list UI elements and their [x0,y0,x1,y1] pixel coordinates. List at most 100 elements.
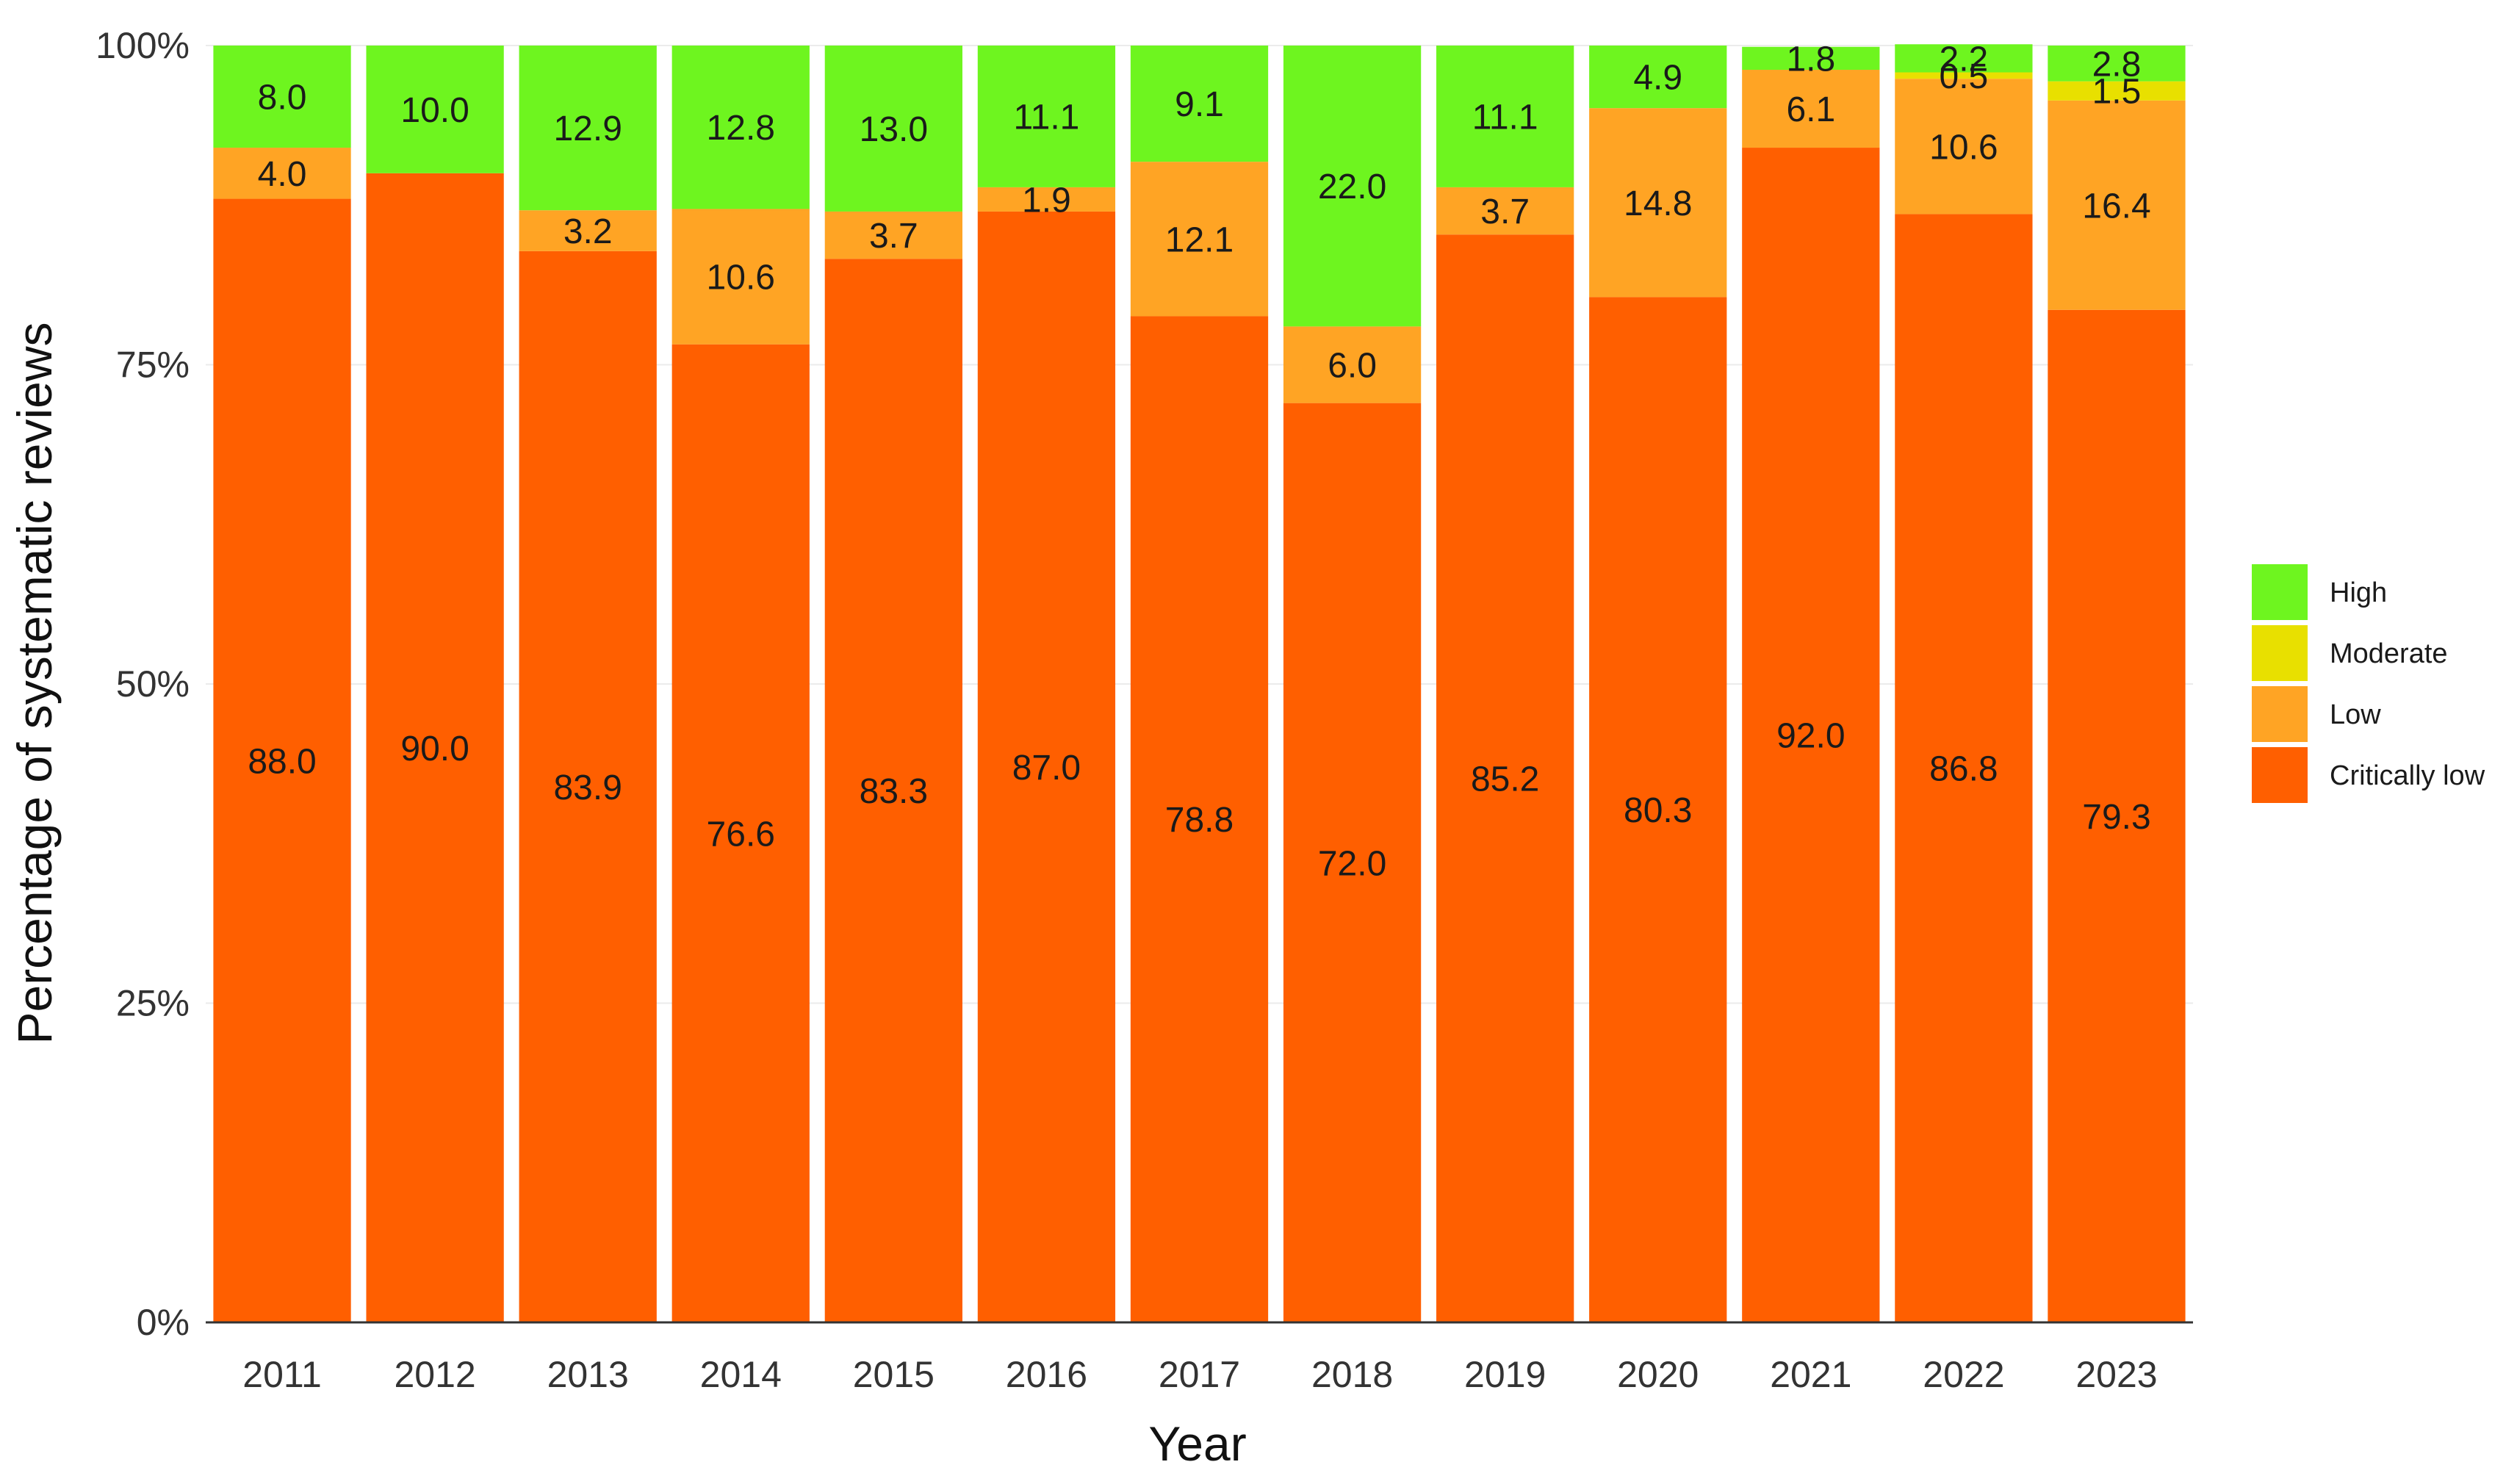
data-label: 3.2 [563,212,613,251]
bar-low [2048,100,2186,310]
data-label: 90.0 [400,730,469,768]
bar-high [977,46,1116,187]
data-label: 10.6 [1929,128,1998,167]
data-label: 1.9 [1022,181,1071,220]
bar-moderate [1895,72,2033,79]
bar-low [1589,108,1727,298]
bar-high [1742,46,1880,71]
bar-critically-low [1130,316,1269,1322]
data-label: 4.9 [1633,59,1682,98]
bar-critically-low [1895,214,2033,1322]
data-label: 92.0 [1776,717,1845,756]
data-label: 11.1 [1013,98,1079,137]
data-label: 87.0 [1012,749,1081,788]
bar-low [519,210,657,251]
legend: High Moderate Low Critically low [2252,564,2485,803]
x-axis: 2011 2012 2013 2014 2015 2016 2017 2018 2019 2020… [206,1321,2193,1395]
x-tick-label: 2019 [1464,1354,1546,1395]
bar-critically-low [977,211,1116,1323]
bar-critically-low [213,198,351,1322]
bar-low [824,211,962,259]
bar-critically-low [2048,309,2186,1322]
data-label: 22.0 [1318,168,1386,206]
bar-low [1742,70,1880,148]
bar-critically-low [1283,403,1422,1322]
data-label: 85.2 [1471,760,1539,799]
data-label: 80.3 [1624,791,1692,830]
bar-low [1895,79,2033,215]
data-label: 12.9 [553,109,622,148]
bar-critically-low [1436,234,1574,1322]
legend-swatch [2252,686,2308,742]
x-tick-label: 2023 [2075,1354,2157,1395]
bar-high [519,46,657,211]
y-axis: 0% 25% 50% 75% 100% [96,25,190,1343]
data-label: 11.1 [1472,98,1538,137]
data-label: 78.8 [1165,801,1234,840]
x-tick-label: 2015 [853,1354,935,1395]
y-tick-label: 75% [116,345,190,386]
data-label: 72.0 [1318,844,1386,883]
data-label: 8.0 [258,79,307,118]
bar-low [213,148,351,199]
bar-critically-low [366,173,504,1322]
bar-high [1895,44,2033,73]
bar-high [1283,46,1422,327]
y-tick-label: 50% [116,663,190,705]
data-label: 76.6 [707,815,775,854]
legend-label: Low [2330,699,2381,730]
bars [213,44,2186,1323]
bar-critically-low [824,259,962,1323]
data-label: 9.1 [1175,85,1224,124]
bar-high [366,46,504,173]
x-tick-label: 2016 [1006,1354,1087,1395]
x-tick-label: 2022 [1923,1354,2004,1395]
bar-labels: 88.0 4.0 8.0 90.0 10.0 83.9 3.2 12.9 76.6 10.6 12.… [248,40,2150,883]
data-label: 2.2 [1940,40,1989,79]
y-tick-label: 0% [137,1302,190,1343]
legend-label: High [2330,577,2387,608]
x-tick-label: 2014 [700,1354,782,1395]
data-label: 10.0 [400,91,469,130]
data-label: 83.3 [860,772,928,811]
y-tick-label: 25% [116,983,190,1024]
x-tick-label: 2013 [547,1354,629,1395]
bar-low [1283,326,1422,403]
data-label: 10.6 [707,259,775,298]
bar-low [977,187,1116,212]
bar-high [1130,46,1269,162]
data-label: 3.7 [869,217,918,256]
bar-critically-low [519,251,657,1322]
bar-critically-low [1742,148,1880,1322]
bar-high [1589,46,1727,109]
x-axis-title: Year [1148,1416,1246,1471]
x-tick-label: 2021 [1770,1354,1851,1395]
bar-low [1436,187,1574,235]
x-tick-label: 2017 [1159,1354,1240,1395]
data-label: 0.5 [1940,57,1989,96]
data-label: 83.9 [553,768,622,807]
bar-low [1130,162,1269,317]
bar-critically-low [671,344,810,1322]
x-tick-label: 2012 [394,1354,475,1395]
data-label: 79.3 [2082,798,2150,837]
data-label: 12.8 [707,109,775,148]
data-label: 13.0 [860,110,928,149]
bar-low [671,209,810,345]
data-label: 1.5 [2092,73,2142,112]
x-tick-label: 2018 [1311,1354,1393,1395]
bar-high [671,46,810,209]
data-label: 2.8 [2092,45,2142,84]
bar-high [1436,46,1574,187]
y-axis-title: Percentage of systematic reviews [7,322,62,1044]
data-label: 14.8 [1624,184,1692,223]
bar-high [213,46,351,148]
legend-label: Critically low [2330,760,2485,791]
data-label: 86.8 [1929,750,1998,789]
bar-moderate [2048,81,2186,101]
x-tick-label: 2020 [1617,1354,1699,1395]
data-label: 4.0 [258,155,307,194]
data-label: 3.7 [1480,192,1530,231]
y-tick-label: 100% [96,25,190,66]
